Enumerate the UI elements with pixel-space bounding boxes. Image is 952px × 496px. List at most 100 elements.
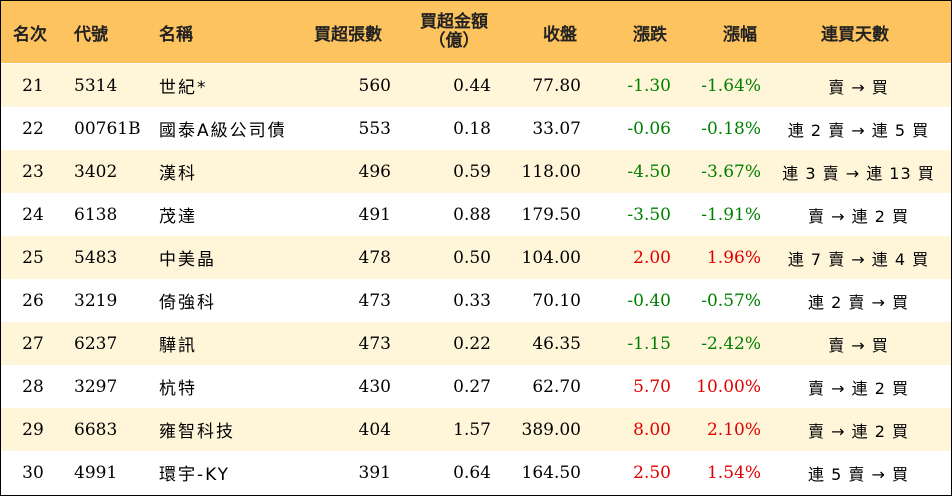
cell-change: 8.00 — [633, 419, 671, 440]
cell-close: 77.80 — [532, 75, 581, 96]
cell-change-pct: -3.67% — [701, 161, 761, 182]
cell-net-buy-lots: 560 — [358, 75, 391, 96]
header-close: 收盤 — [543, 24, 577, 45]
cell-rank: 27 — [22, 333, 44, 354]
cell-name: 世紀* — [159, 78, 208, 98]
cell-change: -4.50 — [627, 161, 671, 182]
cell-change: 5.70 — [633, 376, 671, 397]
header-change-pct: 漲幅 — [723, 24, 757, 45]
cell-rank: 29 — [22, 419, 44, 440]
cell-name: 中美晶 — [159, 250, 216, 270]
table-row: 28 3297 杭特 430 0.27 62.70 5.70 10.00% 賣 → 連 2 買 — [1, 365, 951, 408]
cell-net-buy-amount: 0.33 — [453, 290, 491, 311]
cell-close: 164.50 — [521, 462, 581, 483]
header-code: 代號 — [74, 24, 108, 45]
cell-rank: 25 — [22, 247, 44, 268]
cell-code: 3219 — [74, 290, 118, 311]
table-row: 26 3219 倚強科 473 0.33 70.10 -0.40 -0.57% 連 2 賣 → … — [1, 279, 951, 322]
cell-rank: 24 — [22, 204, 44, 225]
table-row: 21 5314 世紀* 560 0.44 77.80 -1.30 -1.64% 賣 → 買 — [1, 64, 951, 107]
cell-close: 179.50 — [521, 204, 581, 225]
cell-close: 104.00 — [521, 247, 581, 268]
cell-change-pct: -1.64% — [701, 75, 761, 96]
cell-rank: 30 — [22, 462, 44, 483]
table-row: 25 5483 中美晶 478 0.50 104.00 2.00 1.96% 連 7 賣 → 連… — [1, 236, 951, 279]
cell-change-pct: -1.91% — [701, 204, 761, 225]
header-net-buy-amount-line1: 買超金額 — [420, 12, 488, 32]
cell-net-buy-amount: 0.18 — [453, 118, 491, 139]
cell-change-pct: -2.42% — [701, 333, 761, 354]
cell-close: 118.00 — [521, 161, 581, 182]
cell-change: -1.30 — [627, 75, 671, 96]
cell-rank: 21 — [22, 75, 44, 96]
cell-rank: 22 — [22, 118, 44, 139]
cell-net-buy-lots: 478 — [358, 247, 391, 268]
header-rank: 名次 — [13, 24, 47, 45]
cell-streak: 賣 → 連 2 買 — [808, 378, 909, 398]
cell-name: 環宇-KY — [159, 465, 231, 485]
cell-streak: 連 2 賣 → 連 5 買 — [787, 120, 930, 140]
cell-streak: 連 7 賣 → 連 4 買 — [787, 249, 930, 269]
cell-net-buy-lots: 430 — [358, 376, 391, 397]
cell-net-buy-lots: 404 — [358, 419, 391, 440]
cell-change: -3.50 — [627, 204, 671, 225]
cell-net-buy-lots: 391 — [358, 462, 391, 483]
table-row: 30 4991 環宇-KY 391 0.64 164.50 2.50 1.54% 連 5 賣 →… — [1, 451, 951, 494]
cell-net-buy-lots: 496 — [358, 161, 391, 182]
cell-rank: 28 — [22, 376, 44, 397]
cell-name: 茂達 — [159, 207, 197, 227]
table-row: 23 3402 漢科 496 0.59 118.00 -4.50 -3.67% 連 3 賣 → … — [1, 150, 951, 193]
cell-net-buy-amount: 0.27 — [453, 376, 491, 397]
cell-net-buy-lots: 491 — [358, 204, 391, 225]
table-row: 24 6138 茂達 491 0.88 179.50 -3.50 -1.91% 賣 → 連 2 … — [1, 193, 951, 236]
cell-streak: 賣 → 連 2 買 — [808, 421, 909, 441]
cell-change-pct: 2.10% — [706, 419, 761, 440]
cell-net-buy-lots: 553 — [358, 118, 391, 139]
cell-code: 6237 — [74, 333, 118, 354]
cell-net-buy-lots: 473 — [358, 333, 391, 354]
table-header: 名次 代號 名稱 買超張數 買超金額 （億） 收盤 漲跌 漲幅 連買天數 — [1, 1, 951, 63]
cell-name: 杭特 — [159, 379, 197, 399]
cell-net-buy-amount: 0.44 — [453, 75, 491, 96]
header-change: 漲跌 — [633, 24, 667, 45]
cell-streak: 連 3 賣 → 連 13 買 — [782, 163, 935, 183]
cell-streak: 連 5 賣 → 買 — [808, 464, 909, 484]
cell-code: 5314 — [74, 75, 118, 96]
cell-name: 漢科 — [159, 164, 197, 184]
cell-change: -0.06 — [627, 118, 671, 139]
cell-change-pct: -0.18% — [701, 118, 761, 139]
cell-code: 6138 — [74, 204, 118, 225]
header-net-buy-lots: 買超張數 — [314, 24, 382, 45]
cell-close: 46.35 — [532, 333, 581, 354]
cell-close: 33.07 — [532, 118, 581, 139]
cell-change: 2.50 — [633, 462, 671, 483]
cell-net-buy-amount: 0.22 — [453, 333, 491, 354]
cell-close: 62.70 — [532, 376, 581, 397]
cell-change-pct: -0.57% — [701, 290, 761, 311]
table-row: 29 6683 雍智科技 404 1.57 389.00 8.00 2.10% 賣 → 連 2 … — [1, 408, 951, 451]
cell-code: 00761B — [74, 118, 141, 139]
cell-name: 國泰A級公司債 — [159, 121, 287, 141]
cell-code: 3402 — [74, 161, 118, 182]
cell-change-pct: 1.54% — [706, 462, 761, 483]
cell-net-buy-amount: 0.59 — [453, 161, 491, 182]
cell-streak: 連 2 賣 → 買 — [808, 292, 909, 312]
cell-streak: 賣 → 買 — [828, 335, 889, 355]
cell-name: 倚強科 — [159, 293, 216, 313]
cell-change: -1.15 — [627, 333, 671, 354]
header-name: 名稱 — [159, 24, 193, 45]
cell-name: 驊訊 — [159, 336, 197, 356]
cell-change-pct: 1.96% — [706, 247, 761, 268]
cell-code: 5483 — [74, 247, 118, 268]
cell-close: 389.00 — [521, 419, 581, 440]
cell-streak: 賣 → 連 2 買 — [808, 206, 909, 226]
cell-net-buy-amount: 1.57 — [453, 419, 491, 440]
table-row: 22 00761B 國泰A級公司債 553 0.18 33.07 -0.06 -0.18% 連 … — [1, 107, 951, 150]
cell-streak: 賣 → 買 — [828, 77, 889, 97]
table-row: 27 6237 驊訊 473 0.22 46.35 -1.15 -2.42% 賣 → 買 — [1, 322, 951, 365]
cell-name: 雍智科技 — [159, 422, 235, 442]
cell-net-buy-amount: 0.50 — [453, 247, 491, 268]
cell-change: -0.40 — [627, 290, 671, 311]
cell-code: 4991 — [74, 462, 118, 483]
